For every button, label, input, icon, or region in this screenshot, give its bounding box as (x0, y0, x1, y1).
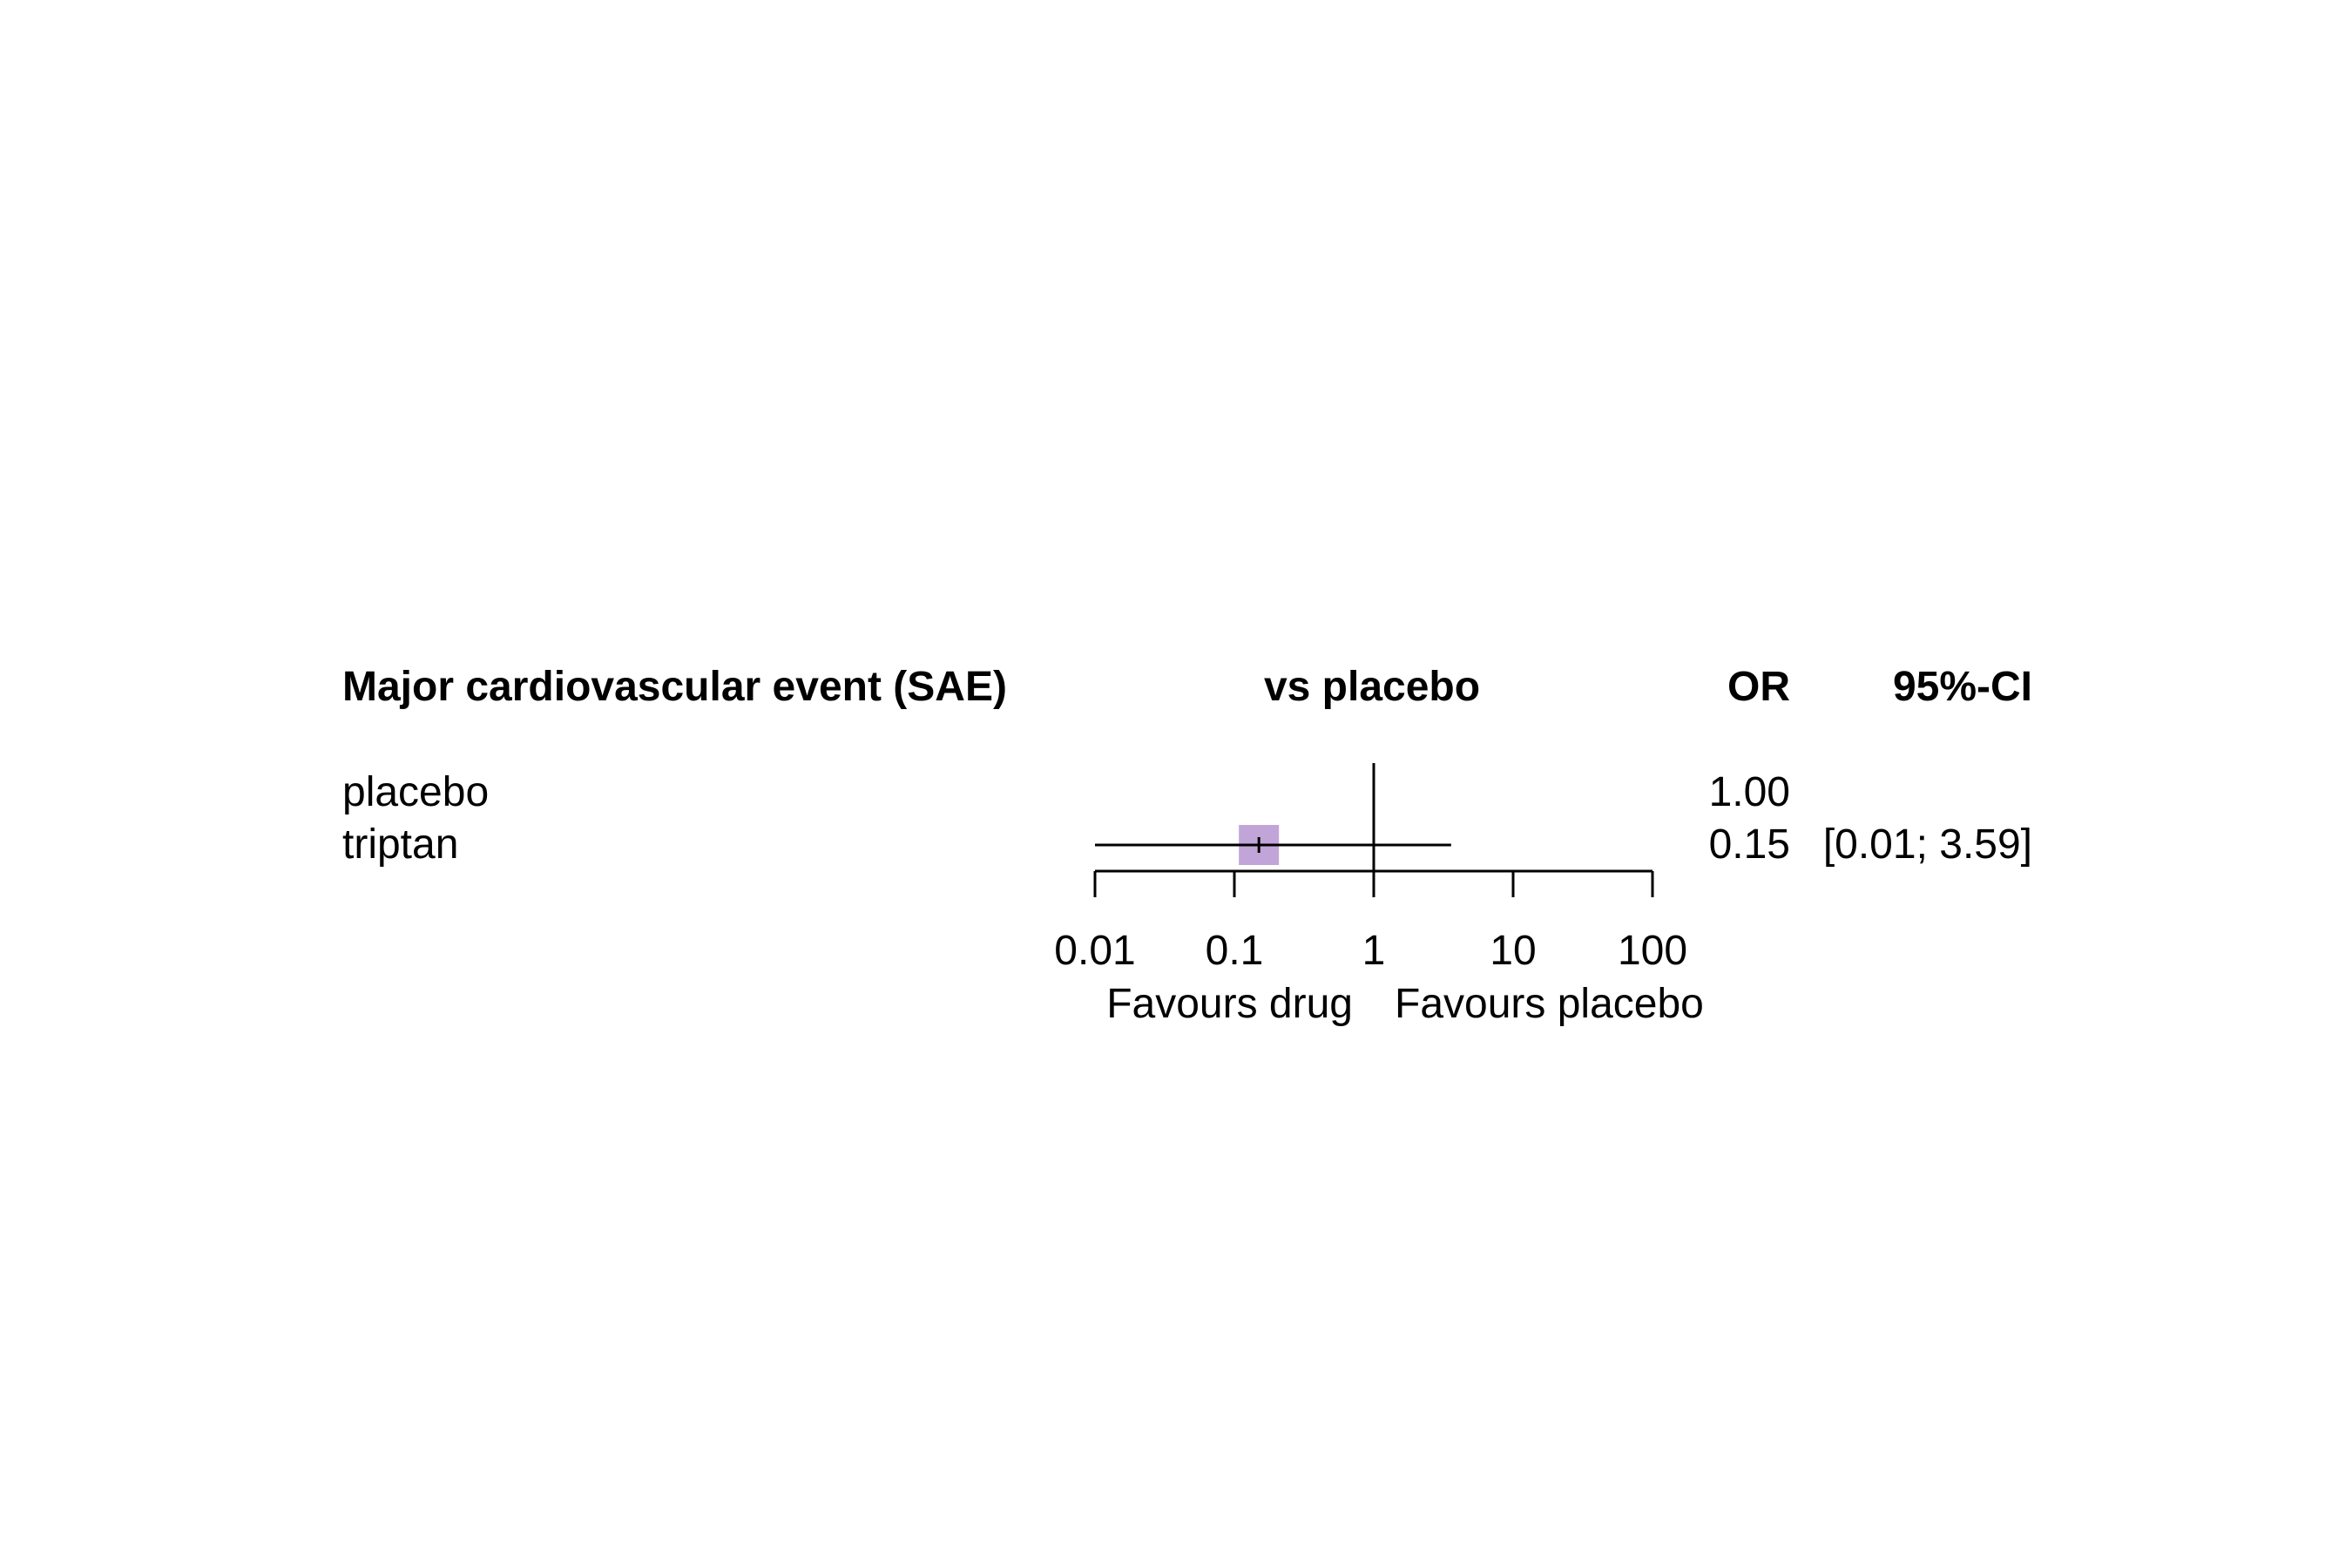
header-comparison: vs placebo (1264, 664, 1480, 710)
header-estimate: OR (1727, 664, 1790, 710)
header-label: Major cardiovascular event (SAE) (342, 664, 1007, 710)
x-tick-label: 1 (1362, 928, 1386, 974)
forest-marks: 0.01 0.1 1 10 100 (1054, 763, 1687, 974)
x-tick-label: 100 (1618, 928, 1687, 974)
row-or-triptan: 0.15 (1709, 821, 1790, 868)
row-or-placebo: 1.00 (1709, 769, 1790, 815)
header-ci: 95%-CI (1893, 664, 2032, 710)
x-tick-label: 0.1 (1206, 928, 1264, 974)
row-label-placebo: placebo (342, 769, 489, 815)
xlabel-left: Favours drug (1106, 981, 1353, 1027)
x-tick-label: 0.01 (1054, 928, 1135, 974)
x-tick-label: 10 (1490, 928, 1536, 974)
row-label-triptan: triptan (342, 821, 458, 868)
xlabel-right: Favours placebo (1395, 981, 1704, 1027)
row-ci-triptan: [0.01; 3.59] (1823, 821, 2032, 868)
